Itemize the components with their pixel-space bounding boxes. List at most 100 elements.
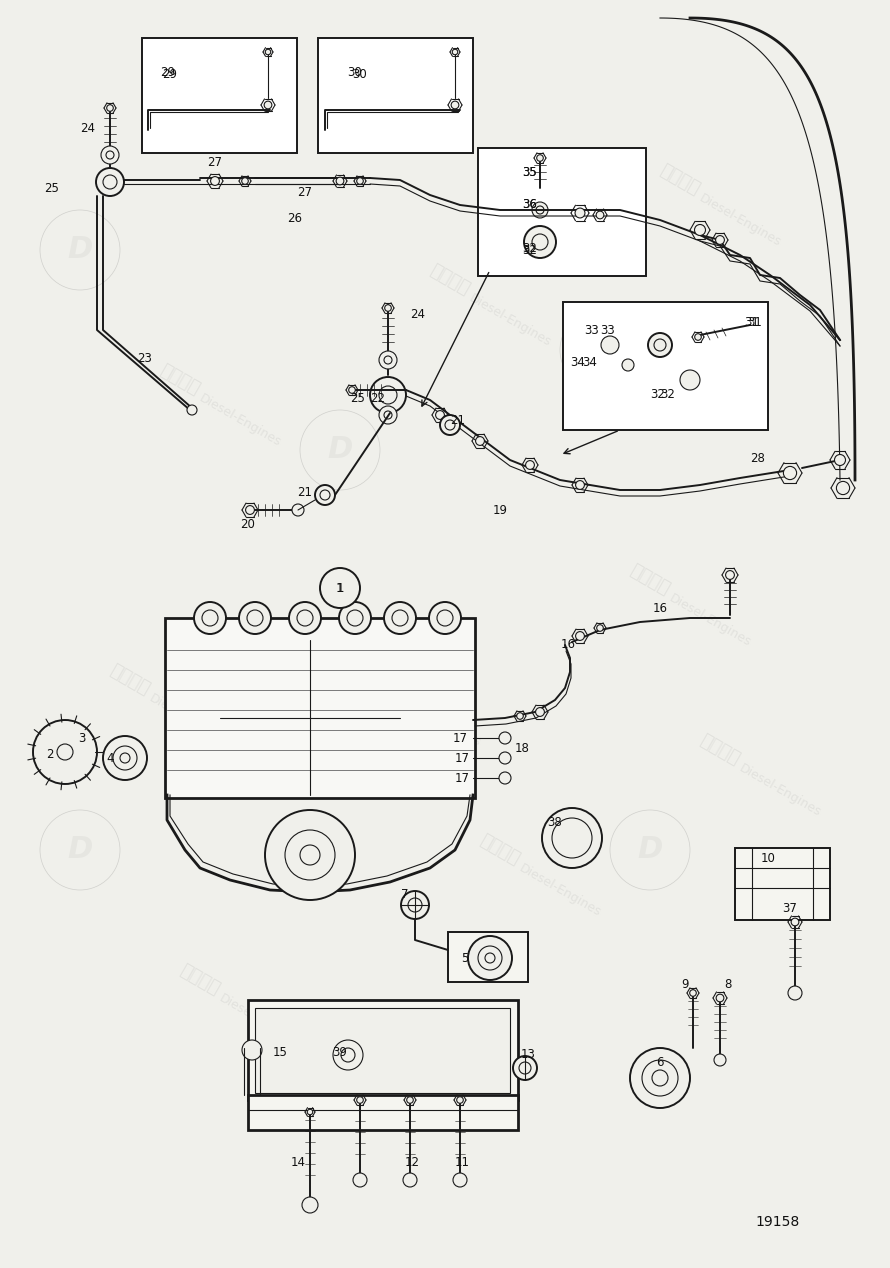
Circle shape (536, 205, 544, 214)
Circle shape (211, 176, 220, 185)
Text: Diesel-Engines: Diesel-Engines (216, 992, 303, 1049)
Text: 紫发动力: 紫发动力 (657, 161, 703, 199)
Bar (142, 38, 297, 153)
Text: 38: 38 (547, 815, 562, 828)
Circle shape (315, 484, 335, 505)
Text: 3: 3 (78, 732, 85, 744)
Text: Diesel-Engines: Diesel-Engines (397, 691, 483, 749)
Text: 紫发动力: 紫发动力 (627, 562, 673, 598)
Circle shape (292, 503, 304, 516)
Circle shape (716, 236, 724, 245)
Circle shape (353, 1173, 367, 1187)
Text: 24: 24 (80, 122, 95, 134)
Text: 34: 34 (570, 355, 586, 369)
Text: Diesel-Engines: Diesel-Engines (197, 392, 283, 449)
Circle shape (96, 167, 124, 197)
Text: 9: 9 (681, 979, 689, 992)
Circle shape (333, 1040, 363, 1070)
Text: 13: 13 (521, 1049, 536, 1061)
Text: 紫发动力: 紫发动力 (357, 662, 403, 699)
Circle shape (341, 1047, 355, 1063)
Circle shape (690, 990, 696, 997)
Circle shape (716, 994, 724, 1002)
Text: 30: 30 (352, 68, 368, 81)
Circle shape (113, 746, 137, 770)
Circle shape (576, 631, 585, 640)
Circle shape (513, 1056, 537, 1080)
Circle shape (532, 202, 548, 218)
Bar (478, 148, 646, 276)
Text: 32: 32 (522, 243, 538, 256)
Circle shape (302, 1197, 318, 1213)
Text: 16: 16 (561, 639, 576, 652)
Text: 24: 24 (410, 308, 425, 322)
Text: 8: 8 (724, 979, 732, 992)
Circle shape (101, 146, 119, 164)
Circle shape (725, 571, 734, 579)
Text: 30: 30 (348, 66, 362, 80)
Circle shape (265, 810, 355, 900)
Text: 32: 32 (651, 388, 666, 402)
Circle shape (246, 506, 255, 515)
Circle shape (596, 212, 603, 219)
Circle shape (264, 101, 271, 109)
Circle shape (440, 415, 460, 435)
Circle shape (57, 744, 73, 760)
Circle shape (384, 411, 392, 418)
Circle shape (239, 602, 271, 634)
Text: 36: 36 (522, 199, 538, 212)
Text: 12: 12 (404, 1155, 419, 1169)
Circle shape (499, 772, 511, 784)
Text: 紫发动力: 紫发动力 (107, 662, 153, 699)
Circle shape (107, 105, 113, 112)
Text: 31: 31 (748, 316, 763, 328)
Circle shape (575, 208, 585, 218)
Circle shape (265, 49, 271, 55)
Text: Diesel-Engines: Diesel-Engines (737, 761, 823, 819)
Text: 23: 23 (138, 351, 152, 364)
Text: 22: 22 (370, 392, 385, 404)
Text: 2: 2 (46, 748, 53, 762)
Text: 17: 17 (455, 771, 470, 785)
Circle shape (445, 420, 455, 430)
Text: 紫发动力: 紫发动力 (427, 261, 473, 298)
Text: 15: 15 (272, 1046, 287, 1059)
Text: 14: 14 (290, 1155, 305, 1169)
Circle shape (694, 224, 706, 236)
Text: 32: 32 (522, 241, 538, 255)
Circle shape (429, 602, 461, 634)
Circle shape (642, 1060, 678, 1096)
Circle shape (357, 1097, 363, 1103)
Text: D: D (328, 435, 352, 464)
Circle shape (194, 602, 226, 634)
Circle shape (336, 178, 344, 185)
Circle shape (596, 625, 603, 631)
Text: 18: 18 (514, 742, 530, 754)
Text: 17: 17 (452, 732, 467, 744)
Circle shape (648, 333, 672, 358)
Bar (563, 302, 768, 430)
Text: 4: 4 (106, 752, 114, 765)
Circle shape (601, 336, 619, 354)
Circle shape (347, 610, 363, 626)
Circle shape (468, 936, 512, 980)
Text: D: D (68, 236, 93, 265)
Circle shape (576, 481, 585, 489)
Bar (248, 1000, 518, 1101)
Circle shape (379, 385, 397, 404)
Circle shape (285, 831, 335, 880)
Bar (318, 38, 473, 153)
Circle shape (517, 713, 523, 719)
Circle shape (379, 351, 397, 369)
Circle shape (537, 155, 543, 161)
Circle shape (457, 1097, 464, 1103)
Circle shape (499, 752, 511, 765)
Text: 16: 16 (652, 601, 668, 615)
Circle shape (485, 954, 495, 962)
Circle shape (370, 377, 406, 413)
Text: 36: 36 (522, 199, 538, 212)
Bar (255, 1008, 510, 1093)
Circle shape (652, 1070, 668, 1085)
Text: 27: 27 (207, 156, 222, 170)
Circle shape (532, 235, 548, 250)
